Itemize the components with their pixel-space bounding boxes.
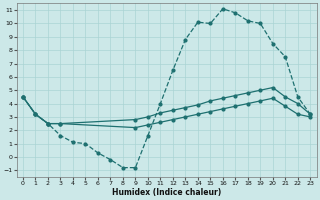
X-axis label: Humidex (Indice chaleur): Humidex (Indice chaleur) <box>112 188 221 197</box>
